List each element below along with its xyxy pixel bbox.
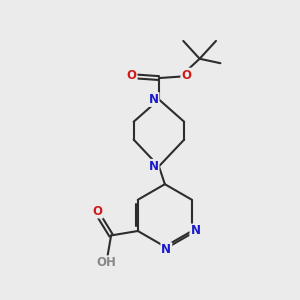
Text: O: O [181,69,191,82]
Text: OH: OH [96,256,116,269]
Text: O: O [127,69,136,82]
Text: N: N [161,243,171,256]
Text: N: N [148,93,159,106]
Text: O: O [93,205,103,218]
Text: N: N [190,224,200,238]
Text: N: N [148,160,159,173]
